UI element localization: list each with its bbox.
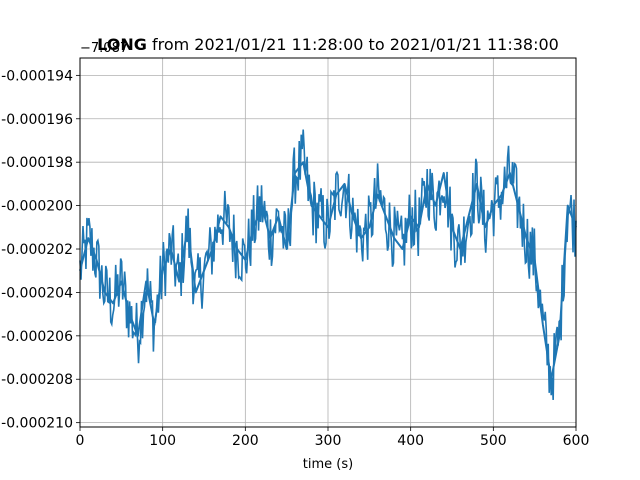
x-tick-label: 0 bbox=[76, 433, 85, 449]
y-tick-label: -0.000200 bbox=[1, 199, 73, 215]
series-group bbox=[79, 129, 577, 400]
y-tick-label: -0.000210 bbox=[1, 416, 73, 432]
chart-title: LONG from 2021/01/21 11:28:00 to 2021/01… bbox=[97, 35, 559, 54]
x-tick-label: 500 bbox=[480, 433, 507, 449]
y-tick-label: -0.000208 bbox=[1, 372, 73, 388]
y-offset-label: −7.087 bbox=[80, 41, 128, 56]
y-tick-label: -0.000194 bbox=[1, 68, 73, 84]
x-tick-label: 200 bbox=[232, 433, 259, 449]
x-tick-label: 600 bbox=[563, 433, 590, 449]
data-line-detail bbox=[79, 129, 577, 400]
y-tick-label: -0.000196 bbox=[1, 112, 73, 128]
x-tick-label: 300 bbox=[315, 433, 342, 449]
chart-title-bold: LONG bbox=[97, 35, 147, 54]
y-tick-label: -0.000206 bbox=[1, 329, 73, 345]
y-tick-label: -0.000204 bbox=[1, 285, 73, 301]
ticks: 0 100 200 300 400 500 600 -0.000194 -0.000196 -0.… bbox=[1, 68, 589, 449]
y-tick-label: -0.000198 bbox=[1, 155, 73, 171]
chart-title-rest: from 2021/01/21 11:28:00 to 2021/01/21 1… bbox=[147, 35, 559, 54]
x-axis-label: time (s) bbox=[303, 457, 353, 472]
x-tick-label: 400 bbox=[397, 433, 424, 449]
y-tick-label: -0.000202 bbox=[1, 242, 73, 258]
x-tick-label: 100 bbox=[149, 433, 176, 449]
